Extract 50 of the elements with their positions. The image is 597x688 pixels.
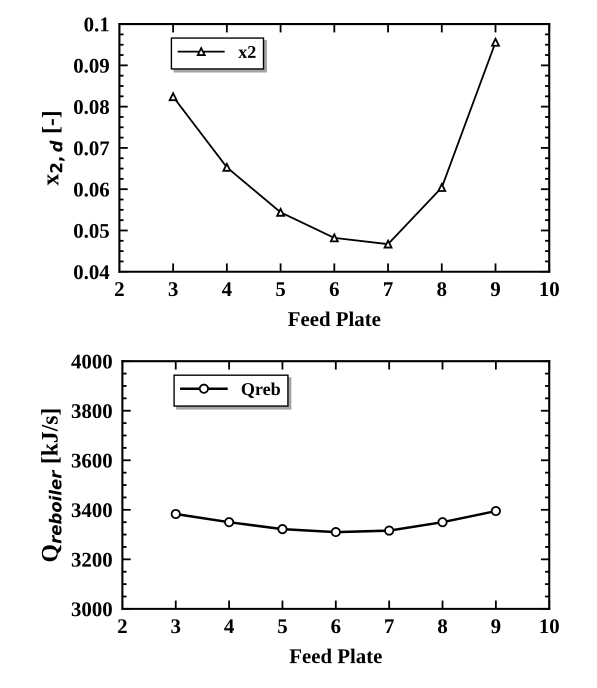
x-tick-label: 10 xyxy=(540,619,559,634)
legend-label: x2 xyxy=(238,46,256,58)
x-tick-label: 8 xyxy=(438,619,448,634)
point xyxy=(491,38,500,47)
y-tick-label: 0.05 xyxy=(74,224,109,238)
x-tick-label: 6 xyxy=(331,619,340,634)
x-tick-label: 3 xyxy=(168,282,178,296)
y-tick-label: 0.04 xyxy=(74,265,110,280)
y-tick-label: 0.07 xyxy=(74,141,110,156)
point xyxy=(437,183,446,192)
point xyxy=(384,240,392,248)
y-tick-label: 0.06 xyxy=(74,182,110,197)
y-axis-title: x$_{2,d}$ [-] xyxy=(42,112,65,186)
point xyxy=(276,208,285,217)
x-tick-label: 2 xyxy=(115,282,124,296)
x-tick-label: 6 xyxy=(330,282,339,296)
x-tick-label: 8 xyxy=(437,282,446,296)
x-tick-label: 5 xyxy=(276,282,286,296)
x-tick-label: 3 xyxy=(171,619,180,634)
point xyxy=(437,517,448,528)
y-tick-label: 3800 xyxy=(72,404,112,418)
point xyxy=(277,524,288,534)
point xyxy=(168,92,178,102)
y-tick-label: 3200 xyxy=(72,552,112,567)
x-tick-label: 4 xyxy=(224,619,234,634)
y-tick-label: 3600 xyxy=(72,454,112,468)
x-tick-label: 7 xyxy=(384,282,393,296)
point xyxy=(330,527,341,538)
x-tick-label: 4 xyxy=(222,282,232,296)
x-tick-label: 9 xyxy=(490,282,500,296)
point xyxy=(384,526,394,536)
x-axis-title: Feed Plate xyxy=(288,311,380,326)
y-tick-label: 0.09 xyxy=(74,58,109,73)
y-tick-label: 0.08 xyxy=(74,100,109,114)
y-tick-label: 4000 xyxy=(71,354,112,369)
x-tick-label: 2 xyxy=(118,619,127,634)
point xyxy=(170,508,181,520)
legend-label: Qreb xyxy=(242,382,280,398)
x-tick-label: 7 xyxy=(385,619,394,634)
point xyxy=(222,162,232,172)
x-axis-title: Feed Plate xyxy=(290,648,382,664)
x-tick-label: 5 xyxy=(278,619,287,634)
point xyxy=(490,506,501,516)
x-tick-label: 10 xyxy=(540,282,559,296)
y-axis-title: Q$_{reboiler}$ [kJ/s] xyxy=(41,409,62,562)
x-tick-label: 9 xyxy=(491,619,500,634)
y-tick-label: 3400 xyxy=(72,503,112,518)
point xyxy=(224,517,234,528)
y-tick-label: 0.1 xyxy=(84,17,109,32)
y-tick-label: 3000 xyxy=(72,602,112,616)
